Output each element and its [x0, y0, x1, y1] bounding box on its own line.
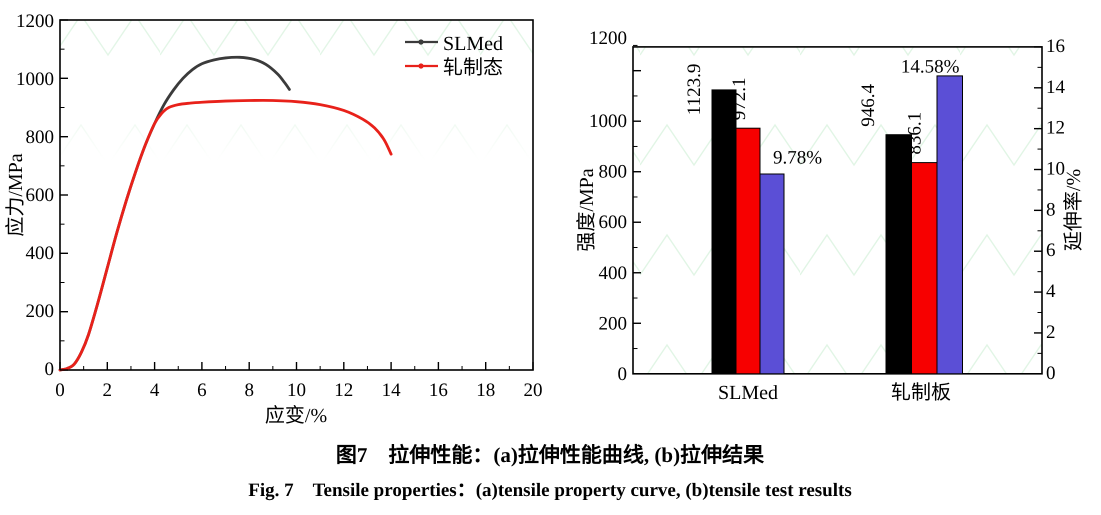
- svg-text:2: 2: [1046, 322, 1056, 343]
- svg-text:14: 14: [382, 380, 402, 401]
- svg-text:16: 16: [1046, 36, 1065, 57]
- svg-text:800: 800: [26, 127, 55, 148]
- svg-text:200: 200: [26, 301, 55, 322]
- svg-text:6: 6: [1046, 240, 1056, 261]
- svg-text:0: 0: [45, 359, 55, 380]
- svg-text:1200: 1200: [589, 28, 627, 49]
- svg-text:8: 8: [244, 380, 254, 401]
- svg-text:800: 800: [599, 162, 628, 183]
- svg-text:6: 6: [197, 380, 207, 401]
- svg-text:836.1: 836.1: [905, 112, 926, 155]
- svg-text:应变/%: 应变/%: [265, 405, 327, 427]
- svg-text:4: 4: [1046, 281, 1056, 302]
- svg-text:200: 200: [599, 313, 628, 334]
- svg-text:18: 18: [476, 380, 495, 401]
- svg-text:400: 400: [599, 263, 628, 284]
- svg-text:10: 10: [287, 380, 306, 401]
- svg-text:14.58%: 14.58%: [901, 57, 960, 78]
- svg-text:SLMed: SLMed: [718, 382, 778, 404]
- svg-text:12: 12: [1046, 118, 1065, 139]
- svg-text:Fig. 7 Tensile properties：(a)t: Fig. 7 Tensile properties：(a)tensile pro…: [248, 480, 852, 501]
- svg-text:0: 0: [618, 364, 628, 385]
- svg-text:20: 20: [524, 380, 543, 401]
- svg-text:14: 14: [1046, 77, 1066, 98]
- svg-text:1000: 1000: [16, 69, 54, 90]
- svg-text:8: 8: [1046, 199, 1056, 220]
- svg-text:0: 0: [1046, 363, 1056, 384]
- svg-text:16: 16: [429, 380, 448, 401]
- svg-text:12: 12: [334, 380, 353, 401]
- svg-text:0: 0: [55, 380, 65, 401]
- svg-text:1000: 1000: [589, 111, 627, 132]
- svg-text:9.78%: 9.78%: [773, 148, 822, 169]
- svg-text:946.4: 946.4: [858, 83, 879, 126]
- svg-text:1200: 1200: [16, 11, 54, 32]
- svg-text:延伸率/%: 延伸率/%: [1063, 169, 1085, 251]
- svg-text:应力/MPa: 应力/MPa: [5, 153, 27, 236]
- svg-text:2: 2: [103, 380, 113, 401]
- svg-text:轧制态: 轧制态: [443, 57, 503, 79]
- svg-text:SLMed: SLMed: [443, 33, 503, 55]
- svg-text:400: 400: [26, 243, 55, 264]
- svg-text:600: 600: [26, 185, 55, 206]
- svg-text:600: 600: [599, 212, 628, 233]
- svg-text:轧制板: 轧制板: [891, 382, 951, 404]
- svg-text:强度/MPa: 强度/MPa: [576, 168, 598, 251]
- svg-text:图7 拉伸性能：(a)拉伸性能曲线, (b)拉伸结果: 图7 拉伸性能：(a)拉伸性能曲线, (b)拉伸结果: [336, 443, 764, 467]
- svg-text:972.1: 972.1: [729, 77, 750, 120]
- svg-text:4: 4: [150, 380, 160, 401]
- svg-text:1123.9: 1123.9: [684, 64, 705, 116]
